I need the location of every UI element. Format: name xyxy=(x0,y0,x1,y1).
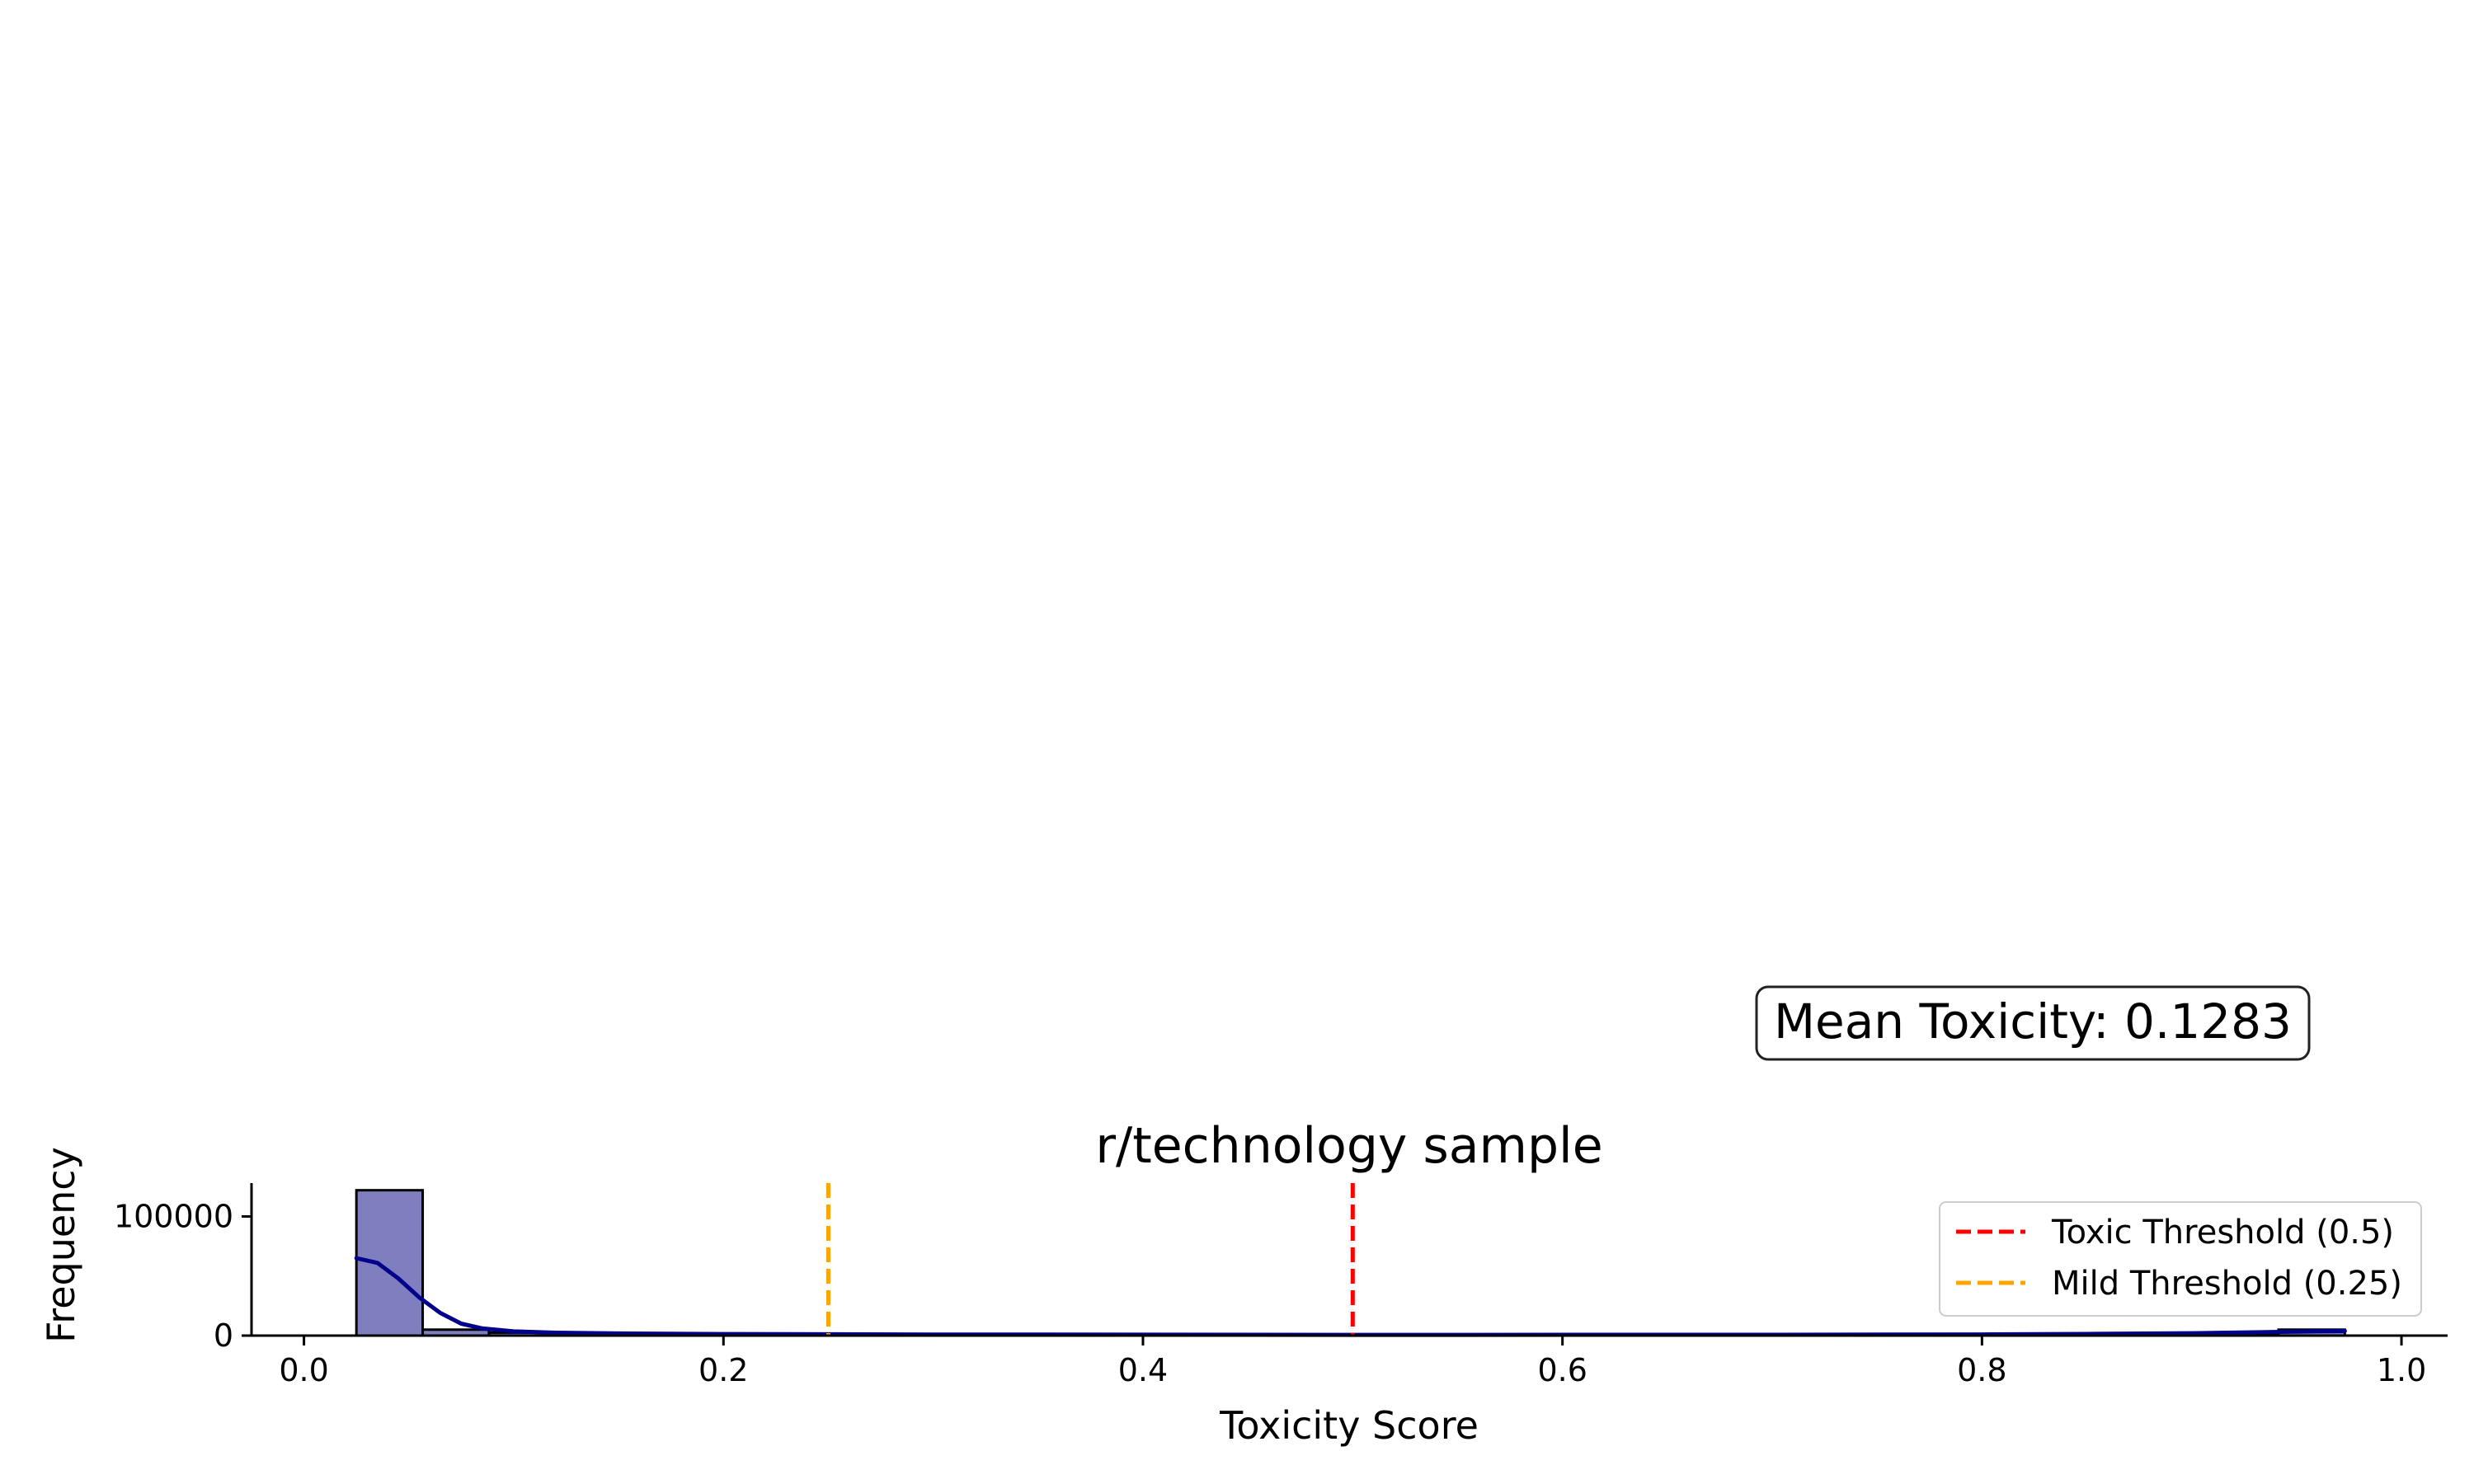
legend: Toxic Threshold (0.5) Mild Threshold (0.… xyxy=(1939,1201,2422,1317)
y-tick-label: 0 xyxy=(214,1317,233,1354)
histogram-bar xyxy=(355,1189,425,1337)
chart-title: r/technology sample xyxy=(1095,1117,1602,1175)
legend-frame xyxy=(1939,1201,2422,1317)
x-tick-label: 0.4 xyxy=(1118,1352,1168,1388)
mean-toxicity-box-frame xyxy=(1755,985,2311,1061)
legend-mild-label: Mild Threshold (0.25) xyxy=(2052,1265,2402,1303)
mean-toxicity-label: Mean Toxicity: 0.1283 xyxy=(1774,993,2292,1050)
y-tick-label: 100000 xyxy=(114,1198,233,1234)
y-axis-label: Frequency xyxy=(39,1147,83,1343)
x-tick-label: 0.8 xyxy=(1957,1352,2006,1388)
plot-area: 0.0 0.2 0.4 0.6 0.8 1.0 0 100000 xyxy=(114,1183,2448,1388)
kde-curve xyxy=(354,1256,2347,1337)
x-tick-label: 0.0 xyxy=(279,1352,328,1388)
x-tick-label: 1.0 xyxy=(2377,1352,2426,1388)
legend-toxic-label: Toxic Threshold (0.5) xyxy=(2051,1214,2394,1252)
x-axis-label: Toxicity Score xyxy=(1219,1403,1479,1448)
x-tick-label: 0.2 xyxy=(698,1352,748,1388)
mean-toxicity-box: Mean Toxicity: 0.1283 xyxy=(1755,985,2311,1061)
x-tick-label: 0.6 xyxy=(1537,1352,1587,1388)
